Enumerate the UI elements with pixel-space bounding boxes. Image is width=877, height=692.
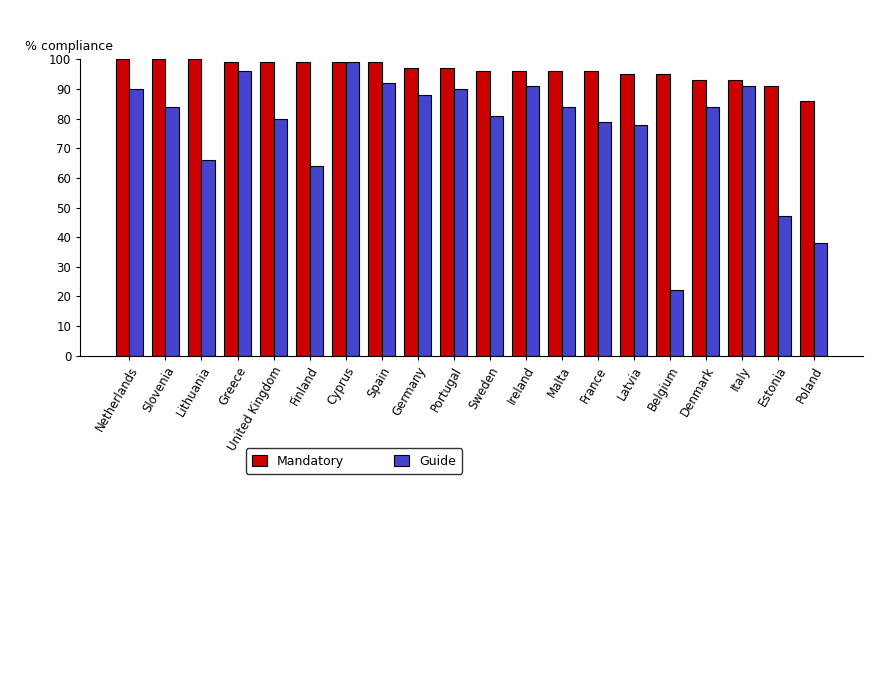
Bar xyxy=(346,62,359,356)
Bar xyxy=(310,166,323,356)
Bar xyxy=(597,122,610,356)
Bar xyxy=(417,95,431,356)
Bar xyxy=(727,80,741,356)
Bar xyxy=(547,71,561,356)
Bar xyxy=(116,60,129,356)
Bar xyxy=(453,89,467,356)
Bar xyxy=(633,125,646,356)
Bar xyxy=(561,107,574,356)
Bar xyxy=(669,291,682,356)
Bar xyxy=(224,62,238,356)
Bar xyxy=(691,80,705,356)
Bar xyxy=(525,86,538,356)
Bar xyxy=(129,89,143,356)
Text: % compliance: % compliance xyxy=(25,41,113,53)
Legend: Mandatory, Guide: Mandatory, Guide xyxy=(246,448,462,474)
Bar xyxy=(799,101,813,356)
Bar xyxy=(439,69,453,356)
Bar xyxy=(296,62,310,356)
Bar xyxy=(475,71,489,356)
Bar xyxy=(188,60,201,356)
Bar xyxy=(274,118,287,356)
Bar xyxy=(403,69,417,356)
Bar xyxy=(260,62,274,356)
Bar xyxy=(381,83,395,356)
Bar xyxy=(619,74,633,356)
Bar xyxy=(763,86,777,356)
Bar xyxy=(705,107,718,356)
Bar xyxy=(201,160,215,356)
Bar xyxy=(332,62,346,356)
Bar xyxy=(655,74,669,356)
Bar xyxy=(238,71,251,356)
Bar xyxy=(511,71,525,356)
Bar xyxy=(583,71,597,356)
Bar xyxy=(741,86,754,356)
Bar xyxy=(165,107,179,356)
Bar xyxy=(367,62,381,356)
Bar xyxy=(777,217,790,356)
Bar xyxy=(489,116,503,356)
Bar xyxy=(813,243,826,356)
Bar xyxy=(152,60,165,356)
